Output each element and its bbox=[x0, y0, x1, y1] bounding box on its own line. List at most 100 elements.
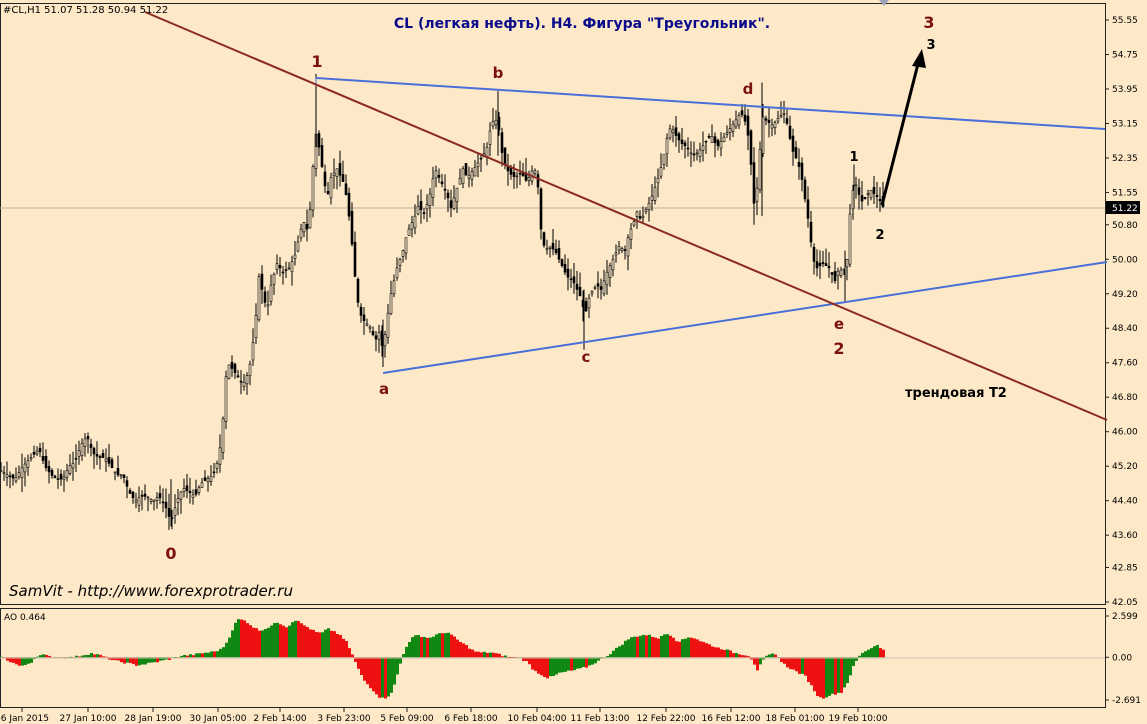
price-tick-label: 52.35 bbox=[1112, 154, 1138, 164]
candle-body bbox=[62, 476, 66, 480]
ao-bar bbox=[849, 657, 852, 676]
ao-bar bbox=[18, 657, 21, 666]
ao-bar bbox=[114, 657, 117, 661]
time-tick-label: 18 Feb 01:00 bbox=[765, 714, 824, 724]
ao-bar bbox=[345, 641, 348, 658]
candle-body bbox=[401, 250, 405, 257]
candle-body bbox=[257, 276, 261, 321]
ao-bar bbox=[540, 657, 543, 676]
price-tick-label: 43.60 bbox=[1112, 531, 1138, 541]
ao-bar bbox=[423, 636, 426, 658]
candle-body bbox=[632, 221, 636, 226]
ao-bar bbox=[126, 657, 129, 663]
candle-body bbox=[707, 136, 711, 138]
ao-bar bbox=[162, 657, 165, 661]
watermark: SamVit - http://www.forexprotrader.ru bbox=[9, 582, 293, 600]
candle-body bbox=[491, 121, 495, 127]
candle-body bbox=[287, 267, 291, 270]
candle-body bbox=[329, 177, 333, 199]
ao-bar bbox=[231, 630, 234, 658]
ao-bar bbox=[45, 654, 48, 658]
ao-bar bbox=[330, 630, 333, 658]
ao-bar bbox=[489, 652, 492, 658]
candle-body bbox=[89, 443, 93, 448]
ao-bar bbox=[237, 619, 240, 658]
price-tick-label: 42.05 bbox=[1112, 598, 1138, 608]
candle-body bbox=[794, 147, 798, 159]
ao-bar bbox=[831, 657, 834, 694]
candle-body bbox=[143, 493, 147, 497]
ao-bar bbox=[288, 625, 291, 658]
candle-body bbox=[116, 468, 120, 476]
ao-bar bbox=[282, 625, 285, 658]
candle-body bbox=[350, 211, 354, 245]
price-tick-label: 49.20 bbox=[1112, 290, 1138, 300]
ao-bar bbox=[216, 651, 219, 658]
ao-bar bbox=[12, 657, 15, 663]
candle-body bbox=[677, 133, 681, 141]
candle-body bbox=[251, 342, 255, 361]
ao-bar bbox=[138, 657, 141, 666]
candle-body bbox=[311, 166, 315, 211]
ao-bar bbox=[27, 657, 30, 664]
candle-body bbox=[791, 135, 795, 152]
candle-body bbox=[776, 118, 780, 122]
candle-body bbox=[446, 192, 450, 199]
ao-bar bbox=[255, 628, 258, 658]
wave-label-d: d bbox=[743, 80, 754, 98]
wave-label-b: b bbox=[493, 64, 504, 82]
ao-bar bbox=[513, 657, 516, 658]
ao-bar bbox=[339, 634, 342, 658]
candle-body bbox=[185, 485, 189, 491]
chart-shift-marker[interactable] bbox=[879, 0, 889, 6]
ao-axis: 2.599 0.00 -2.691 bbox=[1105, 612, 1141, 706]
candle-body bbox=[860, 195, 864, 202]
ao-bar bbox=[96, 654, 99, 658]
candle-body bbox=[26, 460, 30, 468]
ao-bar bbox=[708, 644, 711, 658]
ao-bar bbox=[663, 634, 666, 658]
candle-body bbox=[425, 204, 429, 210]
candle-body bbox=[236, 375, 240, 378]
candle-body bbox=[404, 237, 408, 254]
ao-bar bbox=[213, 651, 216, 658]
candle-body bbox=[575, 283, 579, 290]
ao-bar bbox=[297, 620, 300, 658]
candle-body bbox=[641, 215, 645, 218]
candle-body bbox=[737, 115, 741, 126]
ao-bar bbox=[222, 647, 225, 658]
candle-body bbox=[608, 265, 612, 278]
ao-bar bbox=[450, 634, 453, 658]
ao-bar bbox=[720, 649, 723, 658]
ao-bar bbox=[726, 649, 729, 658]
ao-bar bbox=[609, 654, 612, 658]
ao-bar bbox=[36, 656, 39, 658]
candle-body bbox=[479, 157, 483, 160]
candle-body bbox=[821, 262, 825, 264]
ao-bar bbox=[462, 643, 465, 658]
candle-body bbox=[365, 323, 369, 326]
candle-body bbox=[203, 477, 207, 481]
candle-body bbox=[866, 193, 870, 195]
forecast-arrow-line bbox=[880, 59, 921, 206]
candle-body bbox=[266, 304, 270, 307]
candle-body bbox=[539, 188, 543, 230]
candle-body bbox=[770, 124, 774, 129]
ao-bar bbox=[261, 630, 264, 658]
ao-bar bbox=[807, 657, 810, 683]
ao-bar bbox=[555, 657, 558, 675]
candle-body bbox=[8, 475, 12, 478]
ao-bar bbox=[0, 656, 3, 658]
candle-body bbox=[341, 174, 345, 182]
candle-body bbox=[263, 291, 267, 303]
time-tick-label: 28 Jan 19:00 bbox=[125, 714, 182, 724]
ao-bar bbox=[864, 651, 867, 658]
ao-bar bbox=[24, 657, 27, 665]
ao-bar bbox=[9, 657, 12, 663]
ao-bar bbox=[705, 643, 708, 658]
ao-bar bbox=[48, 655, 51, 658]
candle-body bbox=[122, 474, 126, 478]
candle-body bbox=[503, 147, 507, 165]
candle-body bbox=[437, 174, 441, 178]
